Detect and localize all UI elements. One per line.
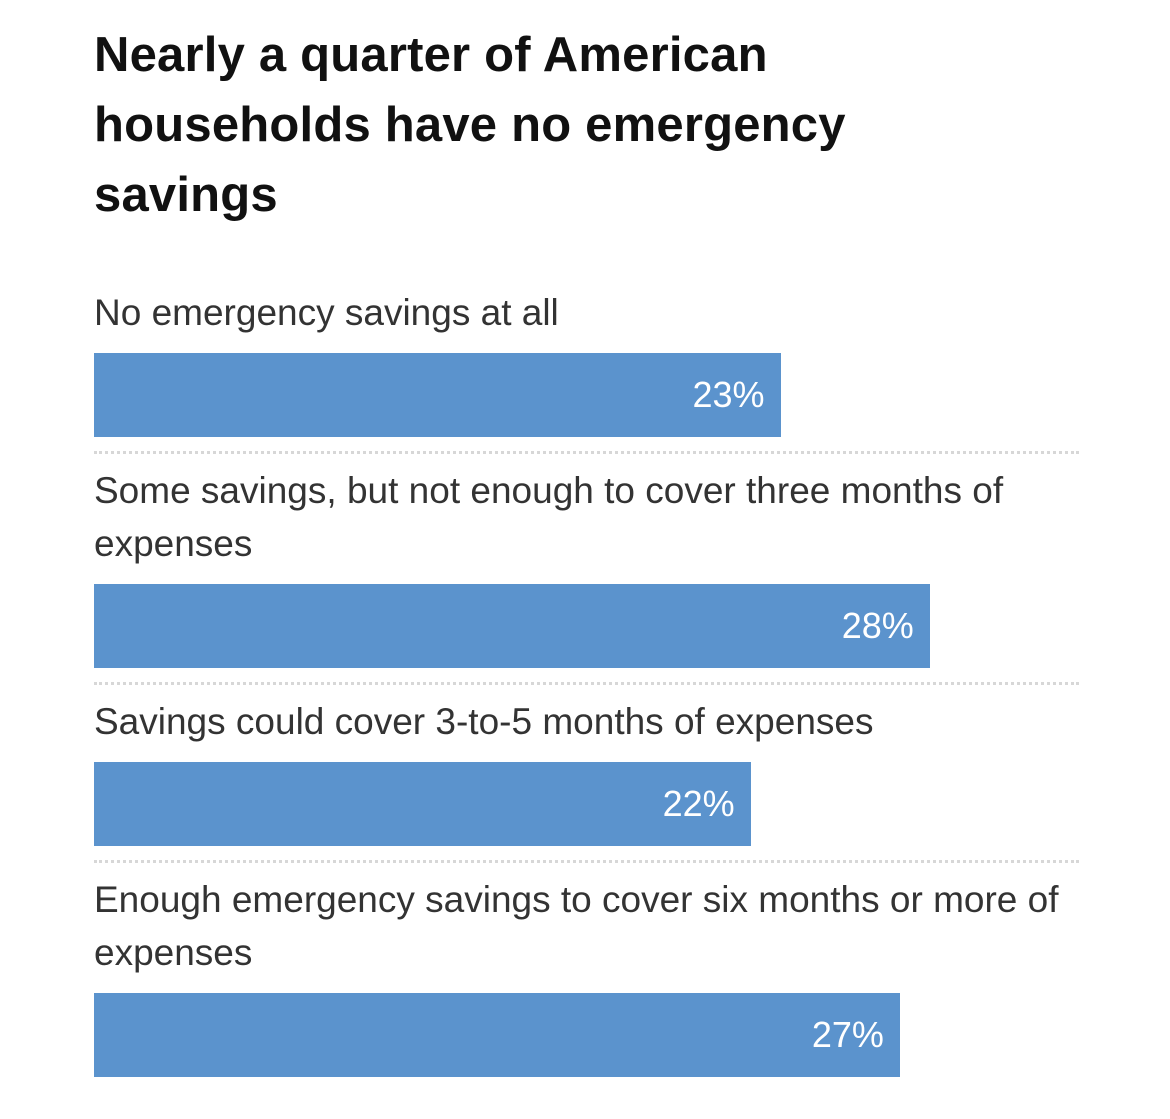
bar-value-label: 23% [692, 374, 765, 415]
category-label: Savings could cover 3-to-5 months of exp… [94, 701, 874, 742]
bar-value-label: 27% [811, 1014, 884, 1055]
bar-track: 23% [94, 353, 1079, 437]
bar-track: 27% [94, 993, 1079, 1077]
chart: Nearly a quarter of American households … [94, 20, 1079, 1091]
category-label: No emergency savings at all [94, 292, 559, 333]
bar-row: No emergency savings at all 23% [94, 286, 1079, 437]
bar-rows: No emergency savings at all 23% Some sav… [94, 286, 1079, 1077]
bar-track: 28% [94, 584, 1079, 668]
bar-row: Savings could cover 3-to-5 months of exp… [94, 682, 1079, 846]
bar: 27% [94, 993, 900, 1077]
category-label: Enough emergency savings to cover six mo… [94, 879, 1059, 973]
bar: 28% [94, 584, 930, 668]
chart-title: Nearly a quarter of American households … [94, 28, 846, 222]
bar-value-label: 28% [841, 605, 914, 646]
bar: 23% [94, 353, 781, 437]
bar-track: 22% [94, 762, 1079, 846]
category-label: Some savings, but not enough to cover th… [94, 470, 1004, 564]
bar-value-label: 22% [662, 783, 735, 824]
bar-row: Some savings, but not enough to cover th… [94, 451, 1079, 668]
bar-row: Enough emergency savings to cover six mo… [94, 860, 1079, 1077]
bar: 22% [94, 762, 751, 846]
